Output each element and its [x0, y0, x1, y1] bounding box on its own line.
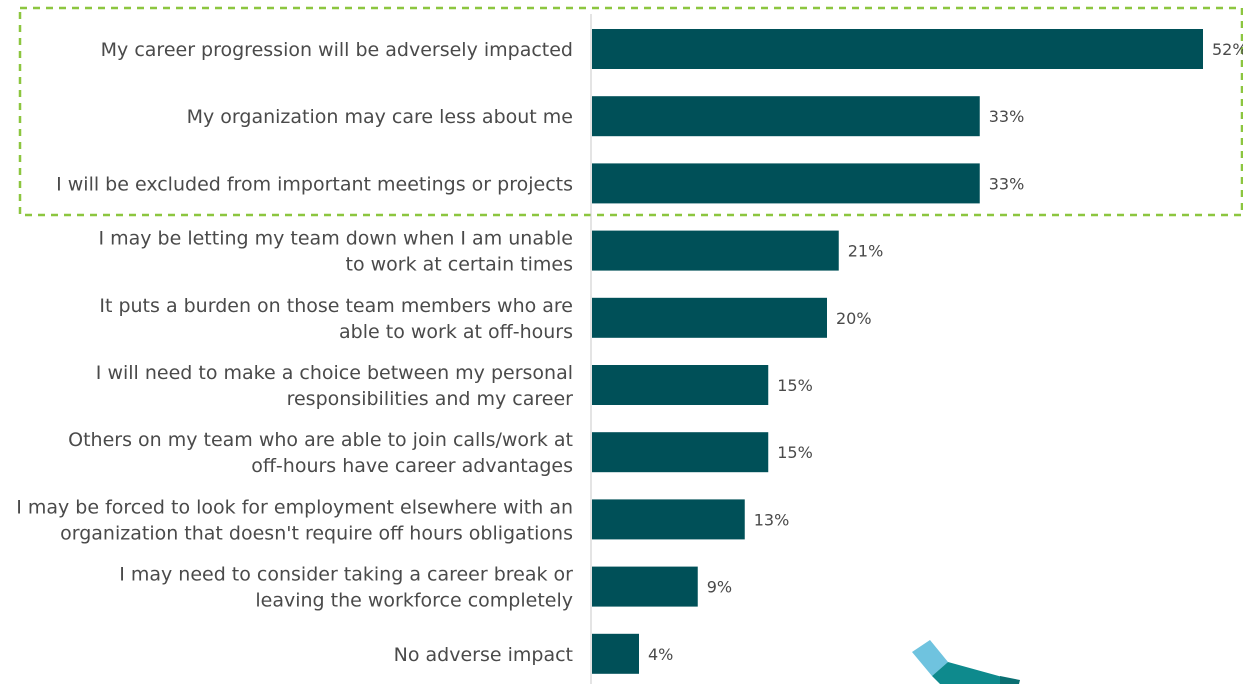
- category-label-1-line-0: My organization may care less about me: [187, 106, 573, 128]
- value-label-6: 15%: [777, 443, 813, 462]
- category-label-6-line-0: Others on my team who are able to join c…: [68, 429, 573, 451]
- bar-3: [592, 230, 839, 271]
- category-label-4-line-1: able to work at off-hours: [339, 321, 573, 343]
- value-label-7: 13%: [754, 510, 790, 529]
- category-label-5-line-0: I will need to make a choice between my …: [96, 362, 573, 384]
- value-label-9: 4%: [648, 645, 673, 664]
- category-label-3-line-0: I may be letting my team down when I am …: [98, 228, 573, 250]
- category-label-7-line-1: organization that doesn't require off ho…: [60, 522, 573, 544]
- labels-group: 52% My career progression will be adverse…: [16, 39, 1243, 666]
- value-label-3: 21%: [848, 242, 884, 261]
- category-label-2-line-0: I will be excluded from important meetin…: [56, 173, 573, 195]
- value-label-2: 33%: [989, 174, 1025, 193]
- bar-2: [592, 163, 980, 204]
- value-label-1: 33%: [989, 107, 1025, 126]
- category-label-8-line-0: I may need to consider taking a career b…: [119, 564, 573, 586]
- bar-0: [592, 29, 1203, 69]
- bars-group: [592, 29, 1203, 674]
- category-label-6-line-1: off-hours have career advantages: [251, 455, 573, 477]
- bar-8: [592, 566, 698, 607]
- bar-7: [592, 499, 745, 540]
- bar-1: [592, 96, 980, 137]
- value-label-5: 15%: [777, 376, 813, 395]
- value-label-0: 52%: [1212, 40, 1243, 59]
- category-label-5-line-1: responsibilities and my career: [287, 388, 574, 410]
- category-label-9-line-0: No adverse impact: [394, 644, 573, 666]
- bar-9: [592, 633, 639, 674]
- category-label-8-line-1: leaving the workforce completely: [255, 590, 573, 612]
- teal-highlighter-icon: [912, 640, 1020, 684]
- category-label-7-line-0: I may be forced to look for employment e…: [16, 496, 573, 518]
- highlight-box: [18, 6, 1243, 217]
- bar-6: [592, 432, 769, 473]
- bar-4: [592, 297, 827, 338]
- category-label-0-line-0: My career progression will be adversely …: [101, 39, 573, 61]
- category-label-4-line-0: It puts a burden on those team members w…: [99, 295, 573, 317]
- value-label-8: 9%: [707, 578, 732, 597]
- value-label-4: 20%: [836, 309, 872, 328]
- category-label-3-line-1: to work at certain times: [346, 254, 574, 276]
- bar-5: [592, 365, 769, 405]
